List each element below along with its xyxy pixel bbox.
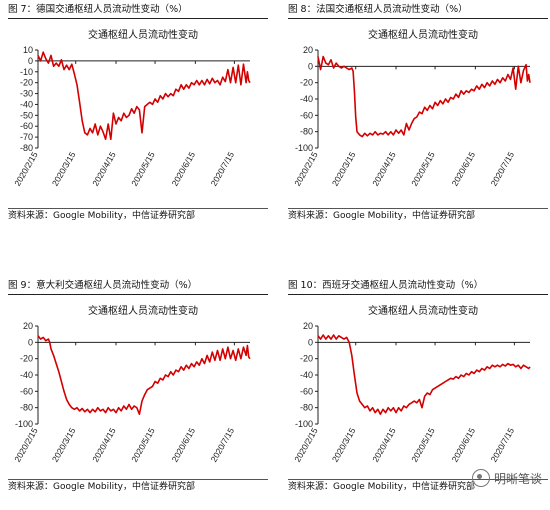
y-tick-label: 20 xyxy=(303,321,313,331)
y-tick-label: -20 xyxy=(20,78,33,88)
y-tick-label: -40 xyxy=(300,370,313,380)
y-tick-label: -20 xyxy=(20,354,33,364)
watermark: 明晰笔谈 xyxy=(471,469,542,487)
x-tick-label: 2020/5/15 xyxy=(129,426,157,464)
y-tick-label: 0 xyxy=(308,337,313,347)
y-tick-label: -60 xyxy=(20,386,33,396)
y-tick-label: 10 xyxy=(23,45,33,55)
chart-panel-spain: 图 10：西班牙交通枢纽人员流动性变动（%） 交通枢纽人员流动性变动 20 0 -20… xyxy=(288,278,548,510)
y-tick-label: -60 xyxy=(300,110,313,120)
x-tick-label: 2020/5/15 xyxy=(409,150,437,188)
x-tick-label: 2020/3/15 xyxy=(50,150,78,188)
y-tick-label: -20 xyxy=(300,354,313,364)
figure-caption: 图 7：德国交通枢纽人员流动性变动（%） xyxy=(8,2,268,19)
y-tick-label: -100 xyxy=(295,143,313,153)
series-line xyxy=(317,55,531,138)
y-tick-label: -80 xyxy=(300,403,313,413)
x-tick-label: 2020/2/15 xyxy=(292,150,320,188)
x-tick-label: 2020/7/15 xyxy=(489,426,517,464)
x-tick-label: 2020/6/15 xyxy=(450,150,478,188)
wechat-icon xyxy=(471,469,490,487)
x-tick-label: 2020/6/15 xyxy=(170,426,198,464)
y-tick-label: -80 xyxy=(300,127,313,137)
y-tick-label: -70 xyxy=(20,132,33,142)
y-tick-label: 0 xyxy=(28,56,33,66)
figure-caption: 图 9：意大利交通枢纽人员流动性变动（%） xyxy=(8,278,268,295)
chart-panel-germany: 图 7：德国交通枢纽人员流动性变动（%） 交通枢纽人员流动性变动 10 0 -10 -2… xyxy=(8,2,268,234)
series-line xyxy=(37,335,251,415)
y-tick-label: -40 xyxy=(20,370,33,380)
x-tick-label: 2020/3/15 xyxy=(330,426,358,464)
x-tick-label: 2020/4/15 xyxy=(90,426,118,464)
y-tick-label: -80 xyxy=(20,143,33,153)
chart-title: 交通枢纽人员流动性变动 xyxy=(368,304,478,317)
chart-panel-france: 图 8：法国交通枢纽人员流动性变动（%） 交通枢纽人员流动性变动 20 0 -20 -4… xyxy=(288,2,548,234)
watermark-text: 明晰笔谈 xyxy=(493,471,542,486)
y-tick-label: 0 xyxy=(308,61,313,71)
y-tick-label: -20 xyxy=(300,78,313,88)
x-tick-label: 2020/7/15 xyxy=(489,150,517,188)
x-tick-label: 2020/3/15 xyxy=(50,426,78,464)
x-tick-label: 2020/4/15 xyxy=(370,150,398,188)
y-tick-label: -60 xyxy=(20,121,33,131)
x-tick-label: 2020/7/15 xyxy=(209,150,237,188)
x-tick-label: 2020/5/15 xyxy=(409,426,437,464)
x-tick-label: 2020/4/15 xyxy=(90,150,118,188)
x-tick-label: 2020/2/15 xyxy=(292,426,320,464)
chart-title: 交通枢纽人员流动性变动 xyxy=(88,28,198,41)
x-tick-label: 2020/6/15 xyxy=(170,150,198,188)
source-note: 资料来源：Google Mobility，中信证券研究部 xyxy=(8,208,268,223)
y-tick-label: -100 xyxy=(15,419,33,429)
y-tick-label: -10 xyxy=(20,67,33,77)
y-tick-label: -60 xyxy=(300,386,313,396)
y-tick-label: -30 xyxy=(20,89,33,99)
x-tick-label: 2020/5/15 xyxy=(129,150,157,188)
y-tick-label: -80 xyxy=(20,403,33,413)
chart-title: 交通枢纽人员流动性变动 xyxy=(88,304,198,317)
x-tick-label: 2020/2/15 xyxy=(12,150,40,188)
x-tick-label: 2020/3/15 xyxy=(330,150,358,188)
y-tick-label: 0 xyxy=(28,337,33,347)
figure-caption: 图 10：西班牙交通枢纽人员流动性变动（%） xyxy=(288,278,548,295)
x-tick-label: 2020/6/15 xyxy=(450,426,478,464)
y-tick-label: -40 xyxy=(300,94,313,104)
line-chart: 交通枢纽人员流动性变动100-10-20-30-40-50-60-70-8020… xyxy=(12,28,251,188)
y-tick-label: -40 xyxy=(20,99,33,109)
x-tick-label: 2020/2/15 xyxy=(12,426,40,464)
y-tick-label: -100 xyxy=(295,419,313,429)
chart-panel-italy: 图 9：意大利交通枢纽人员流动性变动（%） 交通枢纽人员流动性变动 20 0 -20 -… xyxy=(8,278,268,510)
source-note: 资料来源：Google Mobility，中信证券研究部 xyxy=(288,208,548,223)
source-note: 资料来源：Google Mobility，中信证券研究部 xyxy=(8,479,268,494)
x-tick-label: 2020/7/15 xyxy=(209,426,237,464)
y-tick-label: 20 xyxy=(23,321,33,331)
x-tick-label: 2020/4/15 xyxy=(370,426,398,464)
chart-title: 交通枢纽人员流动性变动 xyxy=(368,28,478,41)
series-line xyxy=(37,51,251,141)
y-tick-label: 20 xyxy=(303,45,313,55)
series-line xyxy=(317,334,531,415)
figure-caption: 图 8：法国交通枢纽人员流动性变动（%） xyxy=(288,2,548,19)
source-note: 资料来源：Google Mobility，中信证券研究部 xyxy=(288,479,548,494)
y-tick-label: -50 xyxy=(20,110,33,120)
